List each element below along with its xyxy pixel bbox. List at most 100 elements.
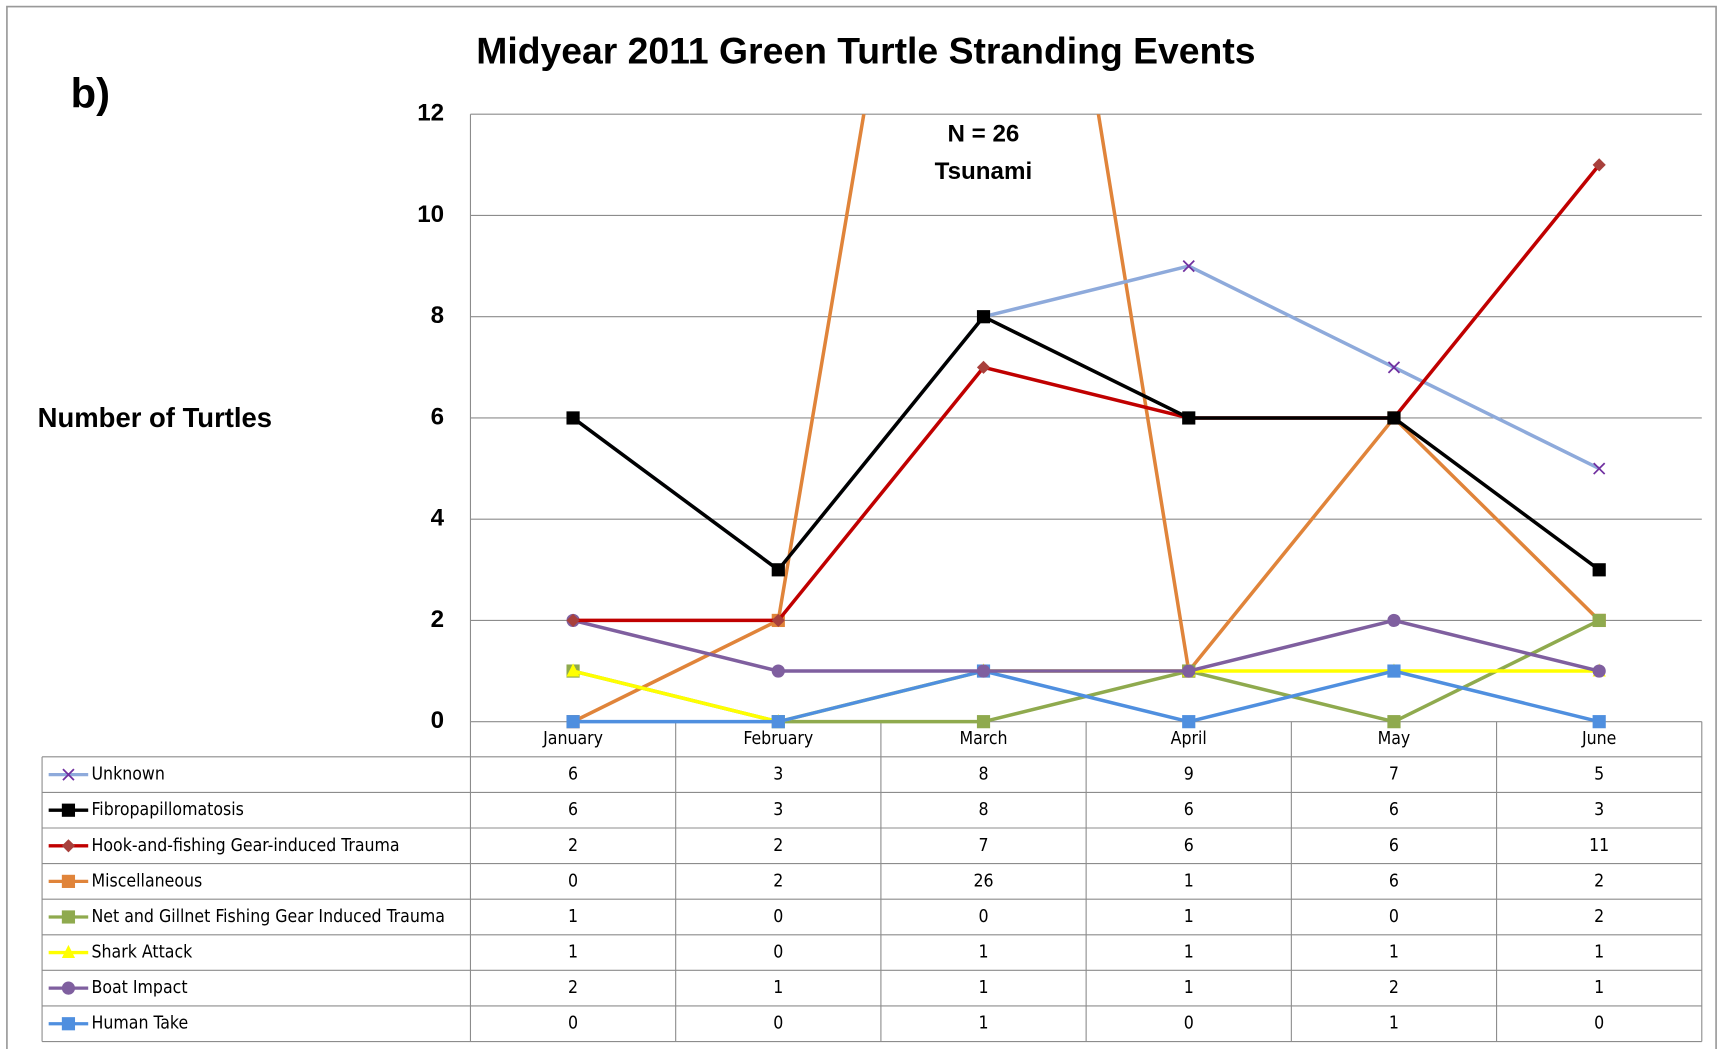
marker — [976, 664, 991, 678]
marker — [566, 411, 580, 425]
table-value: 1 — [1184, 978, 1194, 998]
table-value: 7 — [1389, 765, 1399, 785]
x-tick-label: March — [959, 729, 1007, 749]
marker — [1182, 259, 1195, 273]
frame — [6, 5, 1717, 1049]
marker — [1387, 411, 1401, 425]
table-value: 8 — [978, 765, 988, 785]
marker — [1182, 664, 1196, 678]
table-value: 1 — [1594, 978, 1604, 998]
marker — [566, 715, 580, 729]
x-tick-label: January — [542, 729, 603, 749]
table-value: 6 — [1389, 836, 1399, 856]
table-value: 6 — [1389, 871, 1399, 891]
table-value: 7 — [978, 836, 988, 856]
table-value: 6 — [568, 800, 578, 820]
series-line — [572, 114, 1601, 724]
table-value: 1 — [978, 978, 988, 998]
y-tick-label: 4 — [431, 505, 445, 532]
table-value: 0 — [1184, 1014, 1194, 1034]
legend-marker — [62, 768, 75, 781]
table-value: 1 — [1184, 871, 1194, 891]
marker — [1592, 715, 1606, 729]
marker — [1387, 664, 1401, 678]
legend-label: Shark Attack — [92, 943, 194, 963]
table-value: 2 — [773, 871, 783, 891]
legend-label: Miscellaneous — [92, 871, 203, 891]
table-value: 2 — [1389, 978, 1399, 998]
table-value: 1 — [1184, 943, 1194, 963]
chart-title: Midyear 2011 Green Turtle Stranding Even… — [476, 30, 1255, 72]
table-value: 6 — [1184, 800, 1194, 820]
marker — [976, 715, 991, 729]
table-value: 3 — [1594, 800, 1604, 820]
table-value: 1 — [1184, 907, 1194, 927]
panel-label: b) — [71, 70, 110, 117]
marker — [771, 664, 785, 678]
legend-marker — [61, 839, 76, 853]
legend-marker — [61, 874, 76, 888]
marker — [1592, 664, 1606, 678]
legend-label: Net and Gillnet Fishing Gear Induced Tra… — [92, 907, 445, 927]
marker — [566, 663, 580, 677]
marker — [1592, 613, 1606, 628]
table-value: 2 — [568, 978, 578, 998]
series-line — [572, 314, 1601, 572]
legend-marker — [61, 981, 76, 995]
x-tick-label: February — [743, 729, 813, 749]
table-value: 0 — [978, 907, 988, 927]
table-value: 0 — [1389, 907, 1399, 927]
y-tick-label: 10 — [417, 201, 444, 228]
legend-marker — [61, 910, 76, 924]
table-value: 0 — [568, 1014, 578, 1034]
x-tick-label: May — [1378, 729, 1411, 749]
marker — [1182, 715, 1196, 729]
marker — [1387, 361, 1401, 374]
legend-label: Boat Impact — [92, 978, 188, 998]
x-tick-label: April — [1171, 729, 1207, 749]
table-value: 0 — [773, 943, 783, 963]
table-value: 6 — [1389, 800, 1399, 820]
table-value: 3 — [773, 765, 783, 785]
table-value: 11 — [1589, 836, 1609, 856]
legend-label: Human Take — [92, 1014, 189, 1034]
annotation: Tsunami — [935, 158, 1033, 185]
table-value: 0 — [568, 871, 578, 891]
x-tick-label: June — [1581, 729, 1616, 749]
table-value: 2 — [568, 836, 578, 856]
table-value: 8 — [978, 800, 988, 820]
table-value: 1 — [568, 907, 578, 927]
table-value: 1 — [1389, 1014, 1399, 1034]
marker — [1387, 715, 1401, 729]
marker — [1592, 158, 1606, 172]
y-tick-label: 8 — [431, 302, 444, 329]
y-tick-label: 2 — [431, 606, 444, 633]
table-value: 1 — [773, 978, 783, 998]
marker — [566, 613, 580, 628]
table-value: 6 — [568, 765, 578, 785]
legend-label: Unknown — [92, 765, 165, 785]
series-line — [572, 618, 1600, 673]
table-value: 9 — [1184, 765, 1194, 785]
table-value: 1 — [978, 1014, 988, 1034]
table-value: 26 — [973, 871, 993, 891]
table-value: 2 — [1594, 871, 1604, 891]
marker — [1182, 411, 1196, 425]
y-tick-label: 0 — [431, 707, 444, 734]
y-axis-label: Number of Turtles — [38, 402, 272, 433]
series-line — [573, 669, 1600, 724]
table-value: 0 — [773, 1014, 783, 1034]
table-value: 6 — [1184, 836, 1194, 856]
table-value: 5 — [1594, 765, 1604, 785]
table-value: 1 — [1594, 943, 1604, 963]
legend-label: Hook-and-fishing Gear-induced Trauma — [92, 836, 400, 856]
y-tick-label: 6 — [431, 403, 444, 430]
annotation: N = 26 — [948, 120, 1020, 147]
table-value: 2 — [1594, 907, 1604, 927]
marker — [976, 360, 991, 374]
marker — [1592, 563, 1606, 577]
table-value: 2 — [773, 836, 783, 856]
marker — [771, 715, 785, 729]
